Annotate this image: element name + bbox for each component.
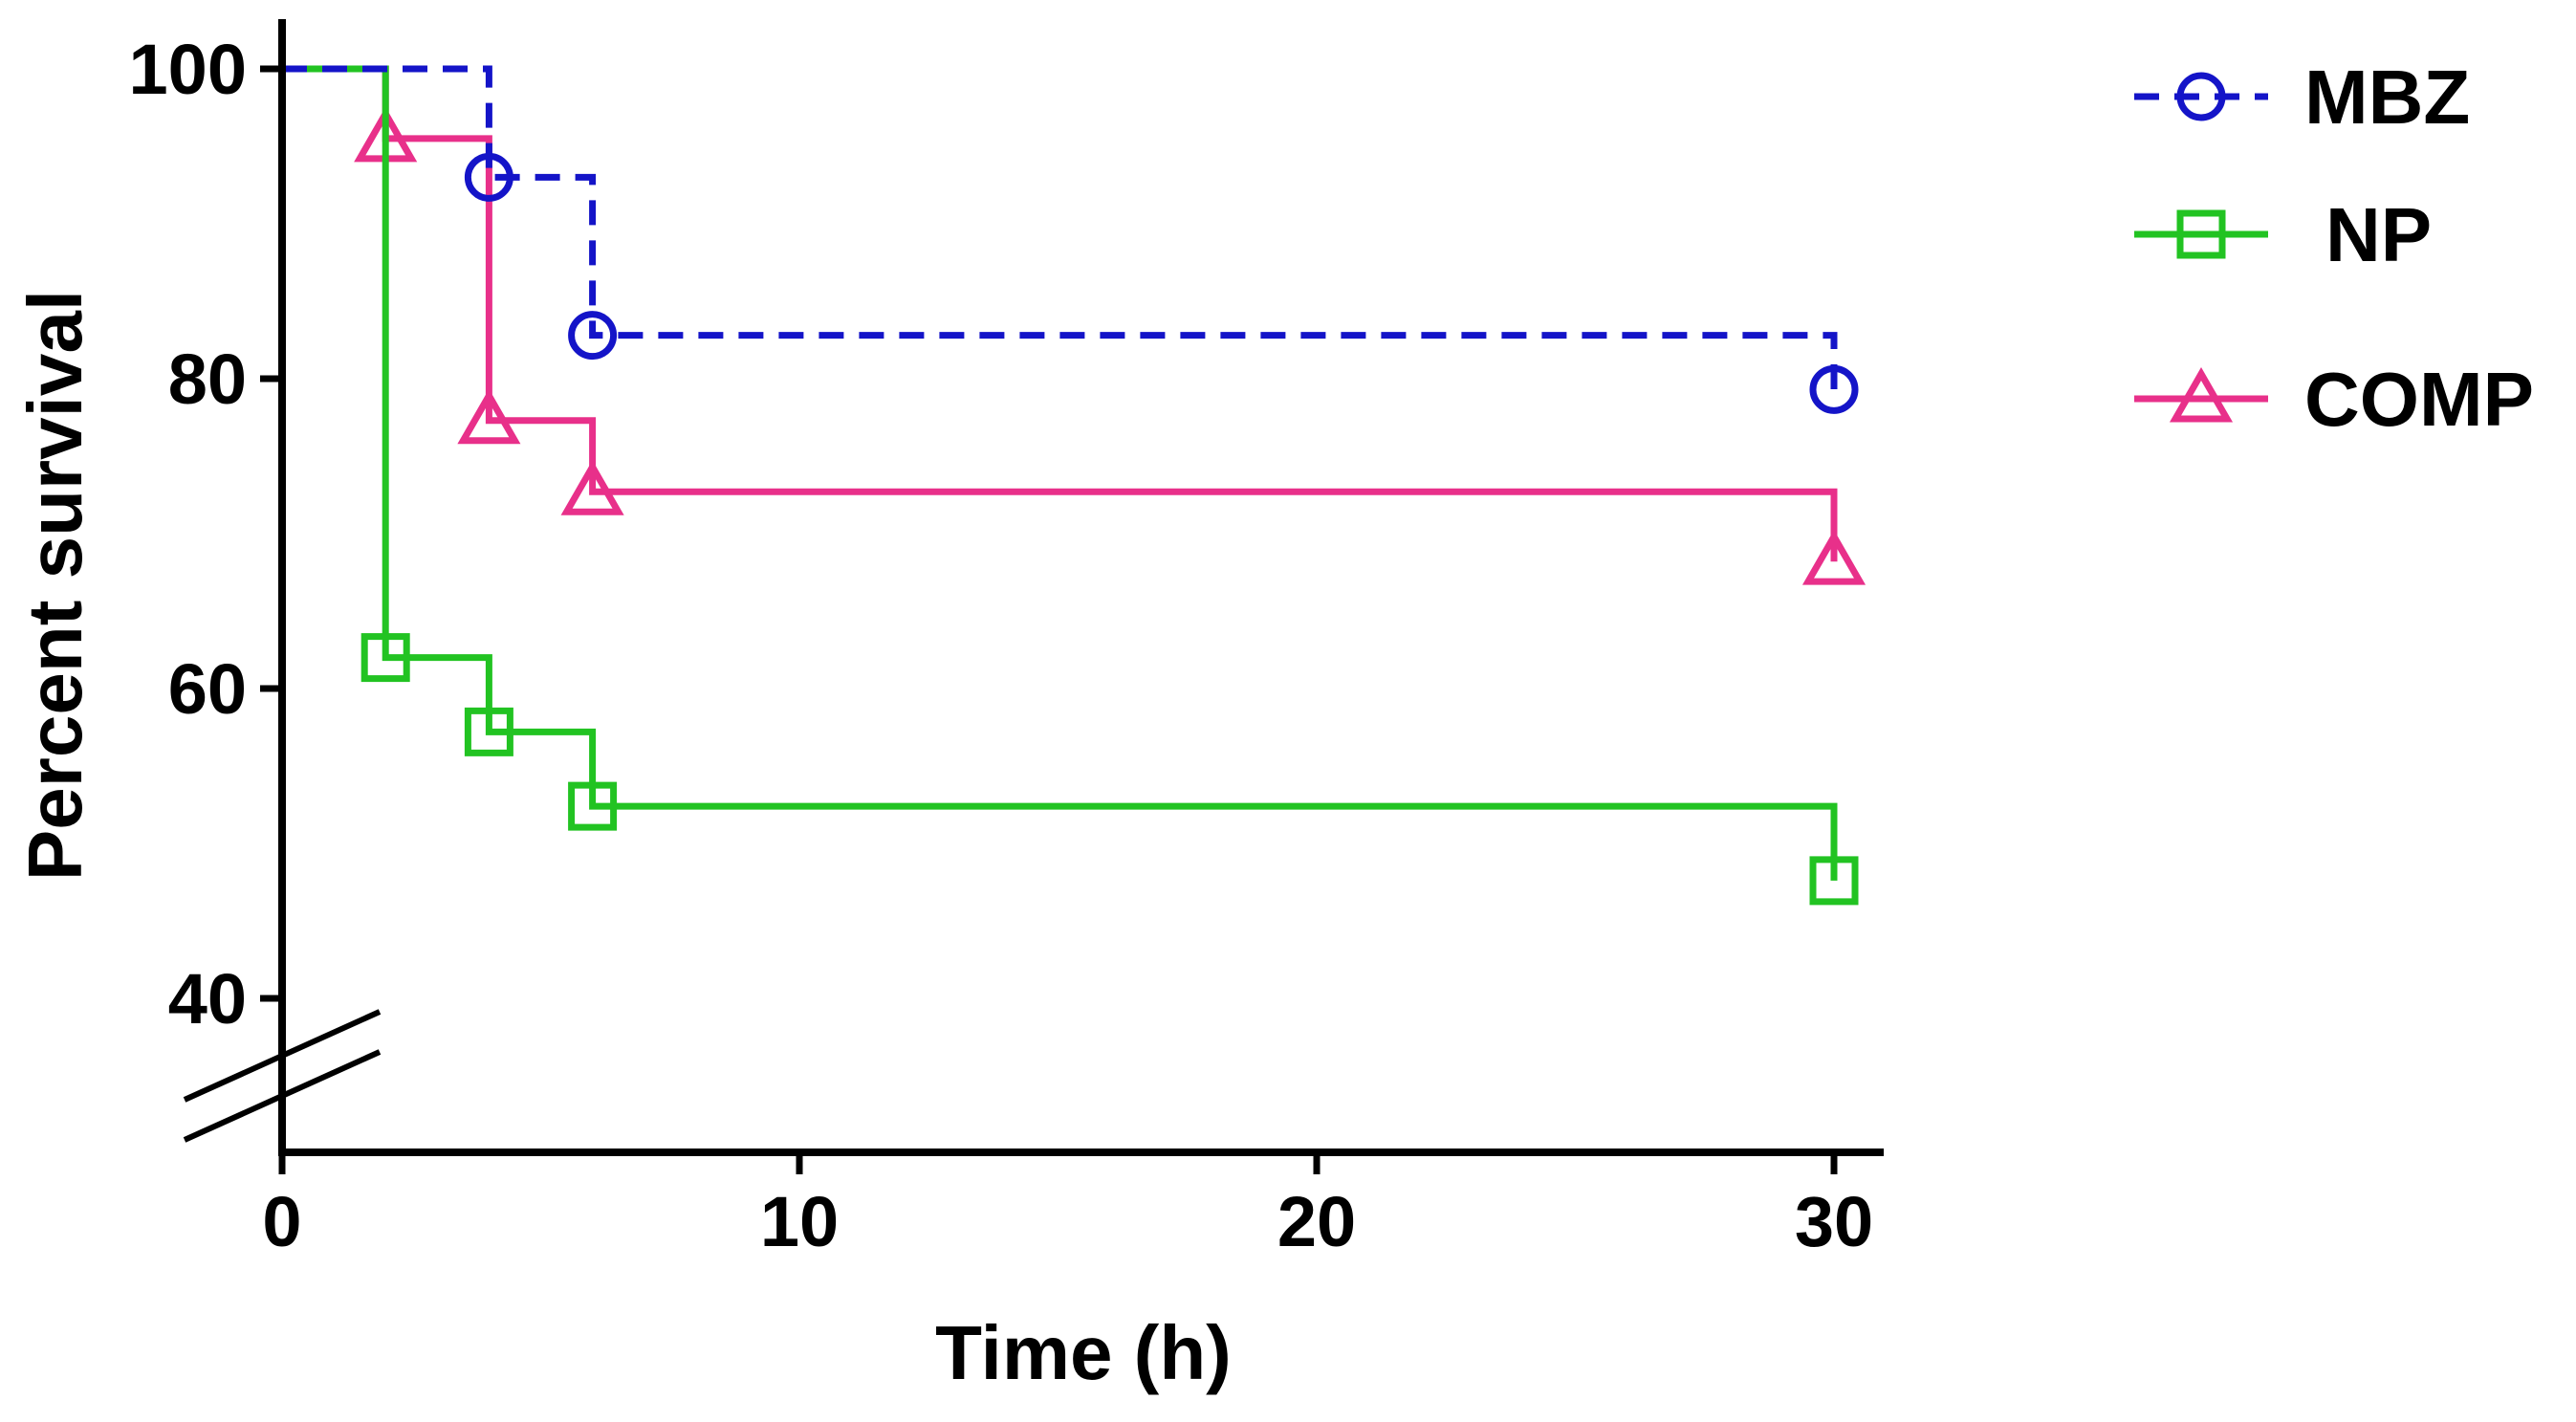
x-axis-title: Time (h): [935, 1310, 1232, 1395]
series-line-mbz: [282, 65, 1838, 390]
data-point-square: [360, 633, 410, 683]
axes-group: [183, 19, 1884, 1156]
ticks-group: 0 10 20 30 40 60 80 100: [129, 30, 1874, 1261]
axis-break-mark: [183, 1049, 382, 1143]
x-tick-label: 20: [1277, 1182, 1356, 1261]
legend-label-mbz: MBZ: [2304, 55, 2470, 140]
y-tick-label: 40: [168, 959, 247, 1039]
data-point-square: [568, 781, 618, 831]
x-tick-label: 0: [262, 1182, 301, 1261]
y-tick-label: 80: [168, 339, 247, 419]
data-point-square: [1809, 856, 1859, 906]
legend-label-comp: COMP: [2304, 357, 2534, 442]
data-point-triangle: [2169, 366, 2234, 423]
x-tick-label: 10: [760, 1182, 839, 1261]
axis-break-mark: [183, 1009, 382, 1103]
y-tick-label: 100: [129, 30, 247, 109]
data-point-square: [2176, 209, 2226, 259]
x-tick-label: 30: [1795, 1182, 1873, 1261]
y-axis-title: Percent survival: [12, 290, 98, 881]
series-group: [282, 65, 1867, 906]
data-point-triangle: [560, 460, 624, 515]
series-line-np: [282, 65, 1838, 881]
legend: MBZ NP COMP: [2134, 55, 2534, 442]
data-point-circle: [2176, 72, 2226, 121]
data-point-circle: [1809, 364, 1859, 414]
y-tick-label: 60: [168, 649, 247, 729]
legend-label-np: NP: [2325, 192, 2432, 277]
data-point-square: [464, 707, 513, 756]
data-point-triangle: [1801, 530, 1867, 585]
data-point-circle: [464, 152, 513, 202]
data-point-circle: [568, 311, 618, 361]
data-point-triangle: [457, 388, 521, 445]
series-line-comp: [282, 65, 1838, 562]
